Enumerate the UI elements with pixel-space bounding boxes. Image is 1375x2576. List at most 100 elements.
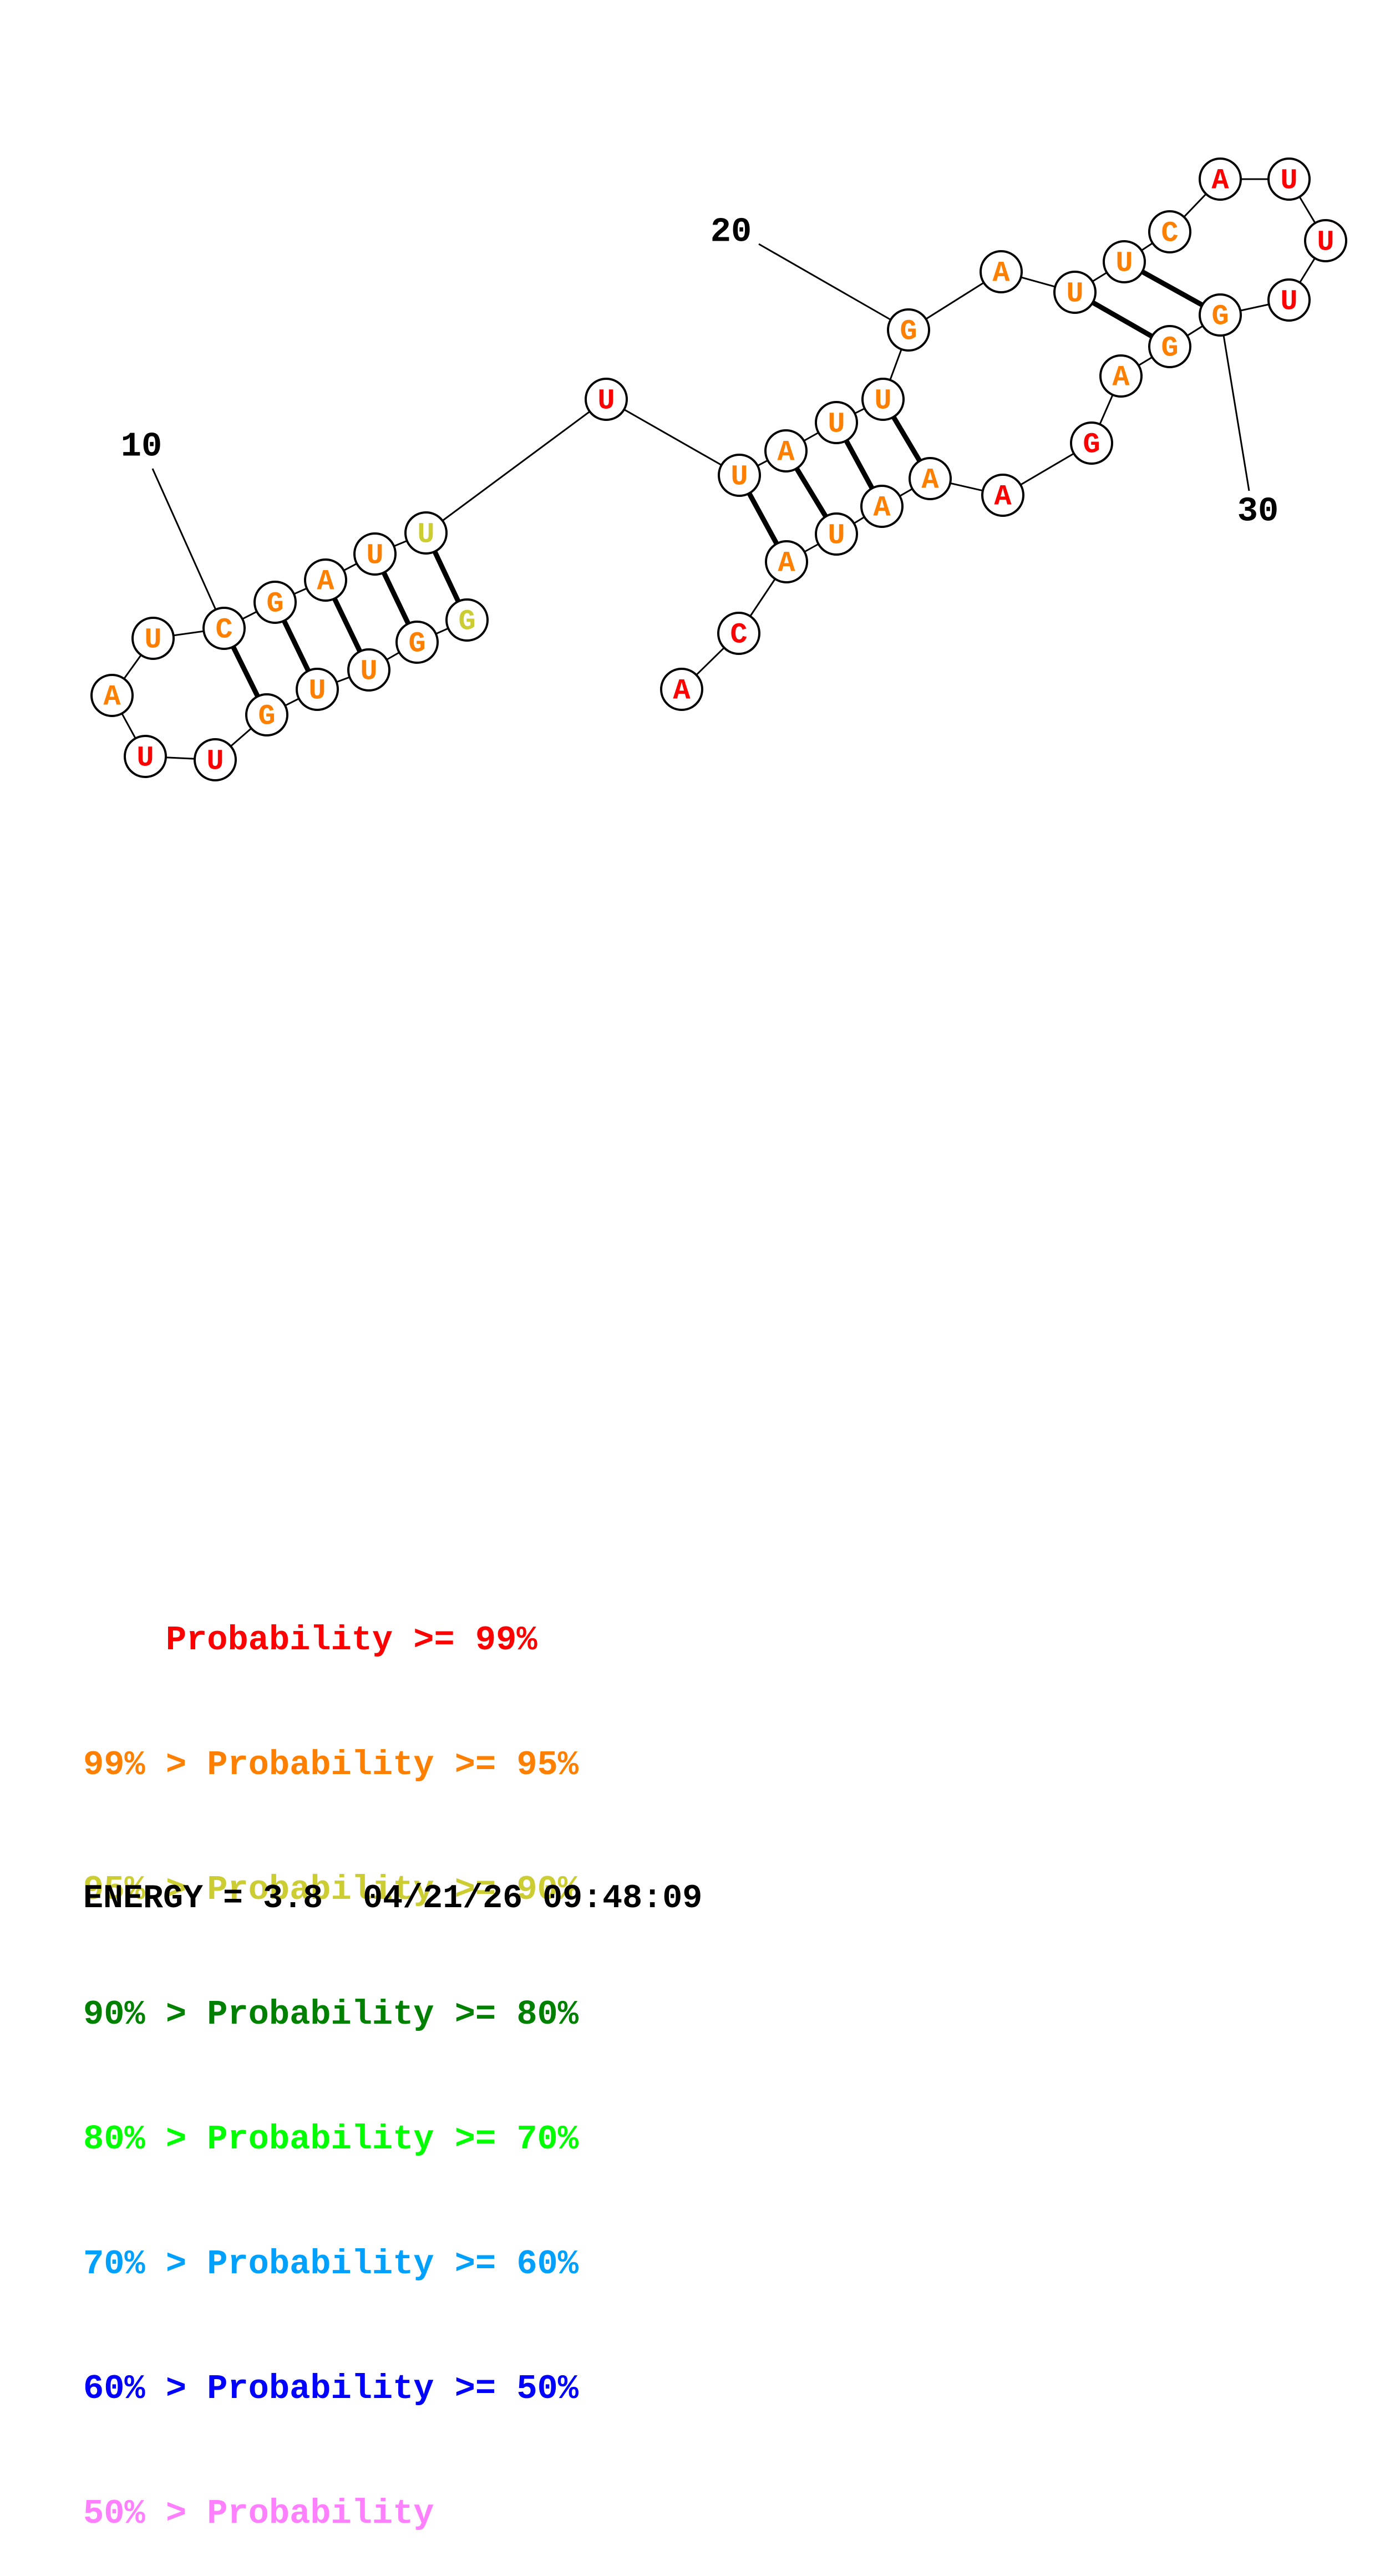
energy-line: ENERGY = 3.8 04/21/26 09:48:09 [83,1880,702,1918]
nucleotide-circle [887,308,930,352]
nucleotide-circle [1103,240,1146,283]
nucleotide-base: U [1280,165,1297,197]
nucleotide-circle [815,512,858,556]
legend-prefix: 90% > [83,1995,207,2034]
nucleotide: U [131,617,175,660]
nucleotide-base: A [1112,362,1130,394]
nucleotide-base: U [828,520,845,552]
nucleotide-circle [1099,354,1143,398]
nucleotide: U [124,735,167,778]
legend-label: Probability >= 70% [207,2120,579,2159]
nucleotide-circle [304,558,347,602]
nucleotide-base: A [778,547,795,580]
nucleotide-base: U [597,385,615,418]
nucleotide: U [1267,278,1311,322]
nucleotide: A [909,457,952,500]
nucleotide-base: G [900,316,917,348]
nucleotide-base: U [1317,226,1334,259]
nucleotide-base: G [1083,429,1100,461]
legend-label: Probability >= 60% [207,2244,579,2284]
nucleotide-circle [1267,157,1311,201]
energy-value: ENERGY = 3.8 [83,1880,323,1918]
nucleotide: G [245,693,288,736]
nucleotide-base: G [408,628,425,660]
nucleotide-circle [1199,293,1242,337]
nucleotide-base: U [206,745,224,778]
legend-row: Probability >= 99% [83,1619,579,1661]
nucleotide: U [1103,240,1146,283]
legend-label: Probability >= 99% [165,1620,537,1660]
backbone-segment [425,398,607,534]
nucleotide: U [861,378,905,421]
nucleotide-circle [980,250,1023,293]
nucleotide-circle [124,735,167,778]
nucleotide-circle [1070,421,1113,465]
index-label: 10 [121,426,162,466]
nucleotide-circle [1148,210,1191,253]
nucleotide-base: U [144,624,161,657]
nucleotide-circle [717,612,760,655]
nucleotide-circle [765,540,808,583]
nucleotide-circle [1199,157,1242,201]
nucleotide: C [1148,210,1191,253]
nucleotide-base: U [366,540,383,572]
nucleotide-base: G [258,700,275,733]
legend-label: Probability [207,2494,434,2533]
legend-row: 90% > Probability >= 80% [83,1994,579,2035]
legend-prefix [83,1620,166,1660]
nucleotide-circle [764,429,808,472]
nucleotide-circle [815,401,858,444]
nucleotide-base: U [360,656,377,688]
index-leader-line [758,243,909,331]
legend-label: Probability >= 80% [207,1995,579,2034]
nucleotide: U [353,532,397,576]
nucleotide: G [395,621,439,664]
nucleotide-circle [660,668,703,711]
nucleotide-base: U [1066,278,1083,311]
legend-prefix: 60% > [83,2369,207,2409]
legend-prefix: 70% > [83,2244,207,2284]
nucleotide-base: G [1161,332,1178,365]
nucleotide-base: A [777,436,795,469]
nucleotide-base: U [1280,286,1297,318]
energy-date: 04/21/26 [363,1880,523,1918]
nucleotide-base: U [1115,247,1133,280]
nucleotide: G [1148,325,1191,368]
index-label: 30 [1237,491,1278,531]
nucleotide-base: A [873,492,891,525]
nucleotide-base: A [1211,165,1229,197]
nucleotide-circle [131,617,175,660]
nucleotide: G [1199,293,1242,337]
nucleotide-circle [861,378,905,421]
nucleotide-base: C [1161,217,1178,250]
nucleotide-base: U [308,675,326,708]
nucleotide-base: A [992,257,1010,290]
nucleotide: U [718,454,761,497]
legend-row: 99% > Probability >= 95% [83,1744,579,1786]
nucleotide-circle [718,454,761,497]
nucleotide: U [815,512,858,556]
nucleotide-base: A [921,464,939,497]
nucleotide: A [90,674,134,717]
nucleotide-circle [1304,219,1347,262]
legend-row: 80% > Probability >= 70% [83,2118,579,2160]
nucleotide-circle [585,378,628,421]
nucleotide-circle [981,474,1024,517]
legend-prefix: 95% > [83,1870,207,1909]
nucleotide-base: U [417,519,434,551]
nucleotide: G [887,308,930,352]
energy-time: 09:48:09 [542,1880,703,1918]
nucleotide-base: A [103,681,121,714]
index-leader-line [151,468,225,629]
nucleotide-circle [245,693,288,736]
legend-label: Probability >= 50% [207,2369,579,2409]
nucleotide-circle [353,532,397,576]
nucleotide-circle [1148,325,1191,368]
nucleotide-circle [253,581,297,624]
nucleotide-base: U [730,461,748,494]
nucleotide: C [202,607,246,650]
nucleotide-circle [1267,278,1311,322]
nucleotide-circle [909,457,952,500]
nucleotide: A [1199,157,1242,201]
